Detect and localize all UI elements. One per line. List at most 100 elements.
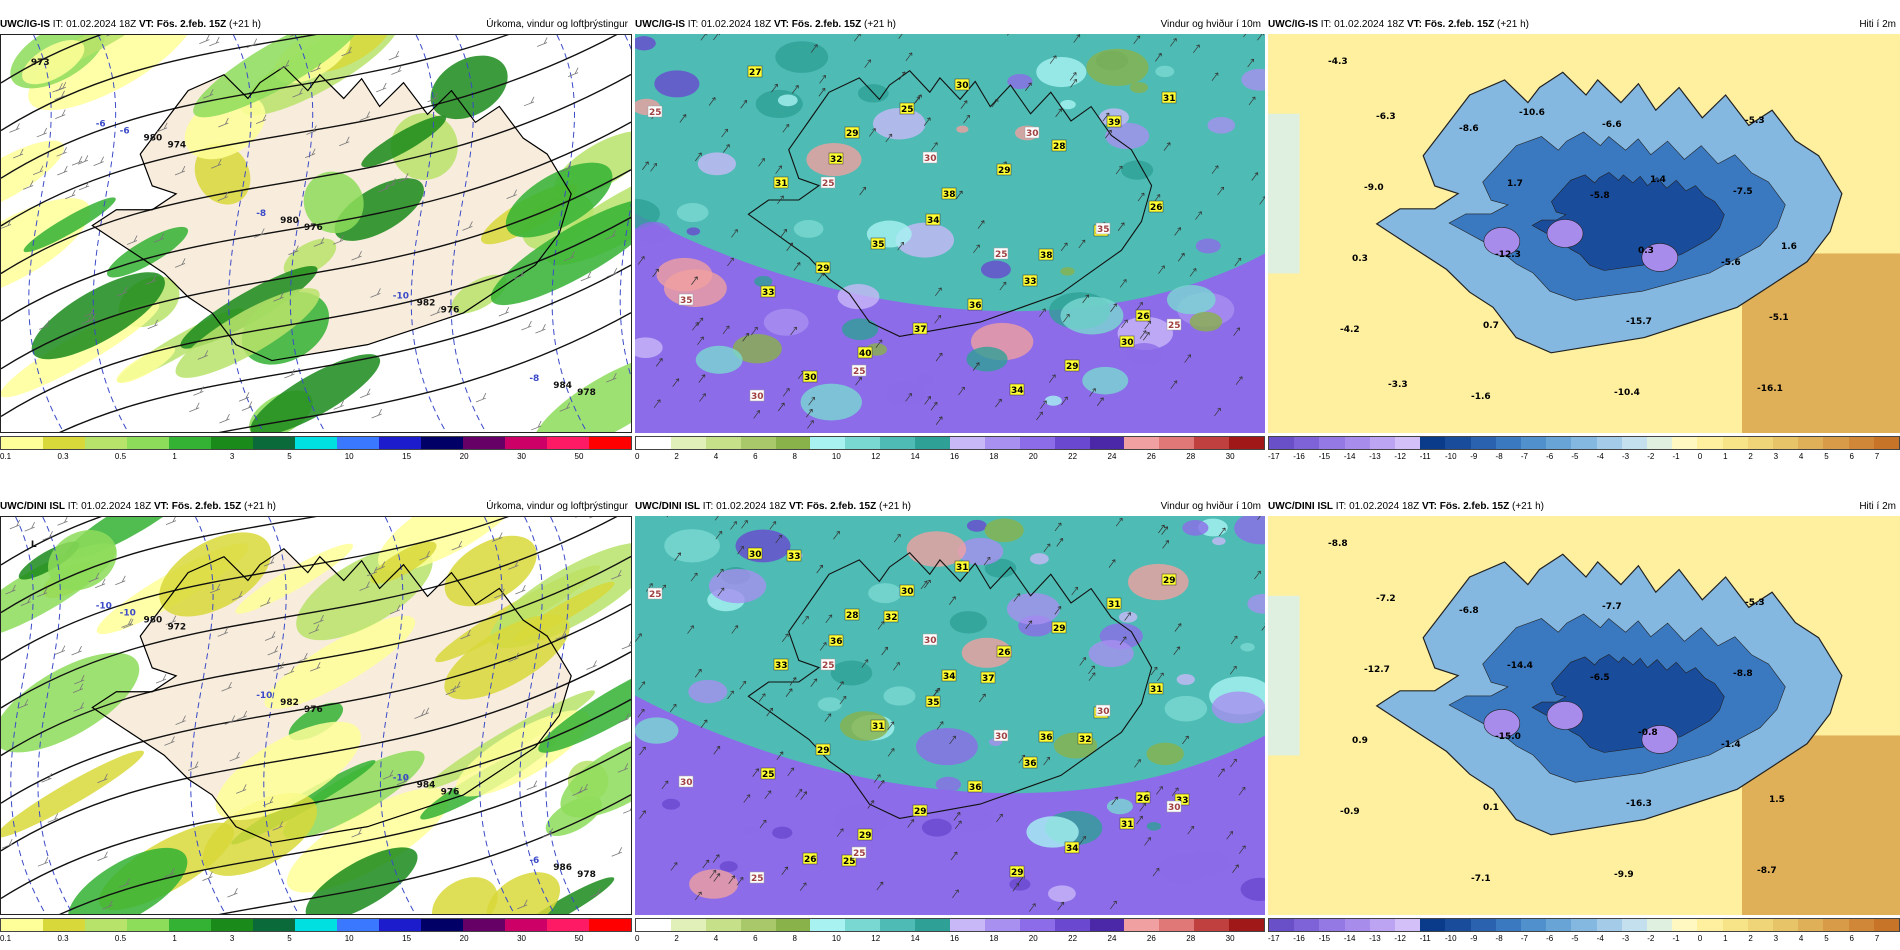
wind-barb [360, 388, 371, 399]
wind-arrow [1115, 517, 1123, 527]
wind-arrow [795, 788, 803, 798]
wind-speed-area [800, 383, 862, 421]
colorbar-swatch [169, 437, 211, 449]
wind-speed-area [735, 529, 791, 563]
colorbar-tick-label: 50 [574, 452, 584, 461]
temperature-label: -5.6 [1721, 258, 1741, 268]
wind-arrow [780, 228, 787, 238]
svg-text:29: 29 [846, 129, 859, 139]
wind-arrow [1139, 802, 1147, 812]
model-name: UWC/DINI ISL [635, 501, 700, 512]
wind-barb [218, 117, 229, 128]
colorbar-swatch [1873, 437, 1900, 449]
wind-arrow [1161, 526, 1168, 535]
precip-area [1, 198, 91, 299]
wind-arrow [1121, 319, 1128, 329]
colorbar-swatch [589, 919, 631, 931]
colorbar-tick-label: -10 [1444, 934, 1457, 943]
wind-arrow [737, 545, 744, 555]
gust-label: 30 [747, 547, 763, 560]
gust-label: 33 [1022, 274, 1038, 287]
svg-text:30: 30 [680, 778, 693, 788]
wind-arrow [1155, 53, 1162, 62]
wind-arrow [1057, 901, 1065, 911]
wind-arrow [897, 241, 904, 251]
temperature-label: -12.3 [1495, 250, 1521, 260]
precip-area [538, 653, 631, 753]
wind-barb [370, 288, 381, 298]
contour-label: 976 [304, 705, 323, 715]
wind-arrow [839, 695, 847, 705]
wind-barb [333, 235, 344, 245]
wind-arrow [695, 152, 702, 162]
precip-area [515, 877, 615, 914]
gust-label: 35 [925, 695, 941, 708]
wind-speed-area [957, 537, 1004, 566]
colorbar-swatch [1, 437, 43, 449]
wind-arrow [1211, 72, 1219, 81]
gust-label: 31 [1106, 597, 1122, 610]
svg-text:40: 40 [859, 349, 872, 359]
coastline [91, 65, 572, 362]
colorbar-tick-label: -8 [1495, 934, 1503, 943]
wind-arrow [723, 144, 730, 153]
colorbar-swatch [421, 919, 463, 931]
wind-arrow [958, 386, 965, 396]
wind-arrow [1071, 586, 1079, 596]
colorbar-swatch [85, 437, 127, 449]
wind-barb [229, 751, 240, 762]
colorbar-tick-label: 18 [989, 934, 999, 943]
gust-label: 25 [760, 767, 776, 780]
map-canvas: -8.8 -6.8 -6.5 -1.4 -0.9 -7.1 -7.7 -8.8 0.9 0.1 -9… [1268, 516, 1900, 915]
colorbar-tick-label: -17 [1268, 934, 1280, 943]
wind-speed-area [839, 711, 890, 741]
precip-area [175, 288, 320, 378]
wind-arrow [691, 276, 698, 285]
wind-arrow [1158, 524, 1165, 534]
gust-label: 34 [1009, 383, 1025, 396]
wind-barb [378, 182, 389, 193]
gust-label: 33 [1174, 793, 1190, 806]
wind-arrow [905, 52, 913, 62]
svg-text:31: 31 [1163, 94, 1176, 104]
wind-barb [174, 258, 186, 268]
wind-barb [567, 67, 579, 77]
wind-arrow [782, 123, 790, 133]
forecast-panel-precip: UWC/DINI ISL IT: 01.02.2024 18Z VT: Fös.… [0, 498, 632, 948]
wind-arrow [875, 339, 883, 349]
wind-arrow [817, 272, 824, 282]
wind-barb [273, 661, 284, 672]
wind-barb [267, 645, 279, 656]
wind-arrow [1235, 376, 1243, 385]
wind-arrow [638, 681, 646, 690]
wind-barb [333, 400, 345, 410]
gust-label: 28 [844, 608, 860, 621]
colorbar-tick-label: -9 [1470, 452, 1478, 461]
wind-arrow [712, 854, 720, 863]
wind-barb [605, 230, 616, 240]
wind-arrow [1234, 257, 1242, 267]
wind-speed-area [842, 318, 879, 341]
gust-label: 37 [980, 671, 996, 684]
colorbar-tick-label: -6 [1546, 452, 1554, 461]
wind-arrow [752, 768, 759, 777]
wind-barb [586, 660, 597, 670]
temperature-label: 0.3 [1352, 254, 1368, 264]
wind-arrow [1217, 768, 1225, 777]
colorbar-swatch [1672, 437, 1698, 449]
wind-barb [475, 392, 487, 403]
wind-barb [97, 773, 108, 784]
wind-arrow [1233, 327, 1240, 336]
svg-text:34: 34 [927, 216, 940, 226]
colorbar-tick-label: -2 [1647, 934, 1655, 943]
wind-speed-area [830, 660, 873, 686]
map-canvas: 973 974 976 976 978 980 980 982 984 -6 -8 -10 -8 -6 [1, 35, 631, 432]
wind-barb [283, 666, 295, 676]
lead-time: (+21 h) [879, 501, 911, 512]
colorbar-ticks: 0.1 0.3 0.5 1 3 5 10 15 20 30 50 [0, 933, 632, 945]
colorbar-tick-label: 0 [635, 934, 640, 943]
colorbar-swatch [1229, 919, 1265, 931]
wind-speed-area [708, 568, 767, 604]
colorbar-swatches [1268, 918, 1900, 932]
wind-arrow [1170, 38, 1177, 47]
